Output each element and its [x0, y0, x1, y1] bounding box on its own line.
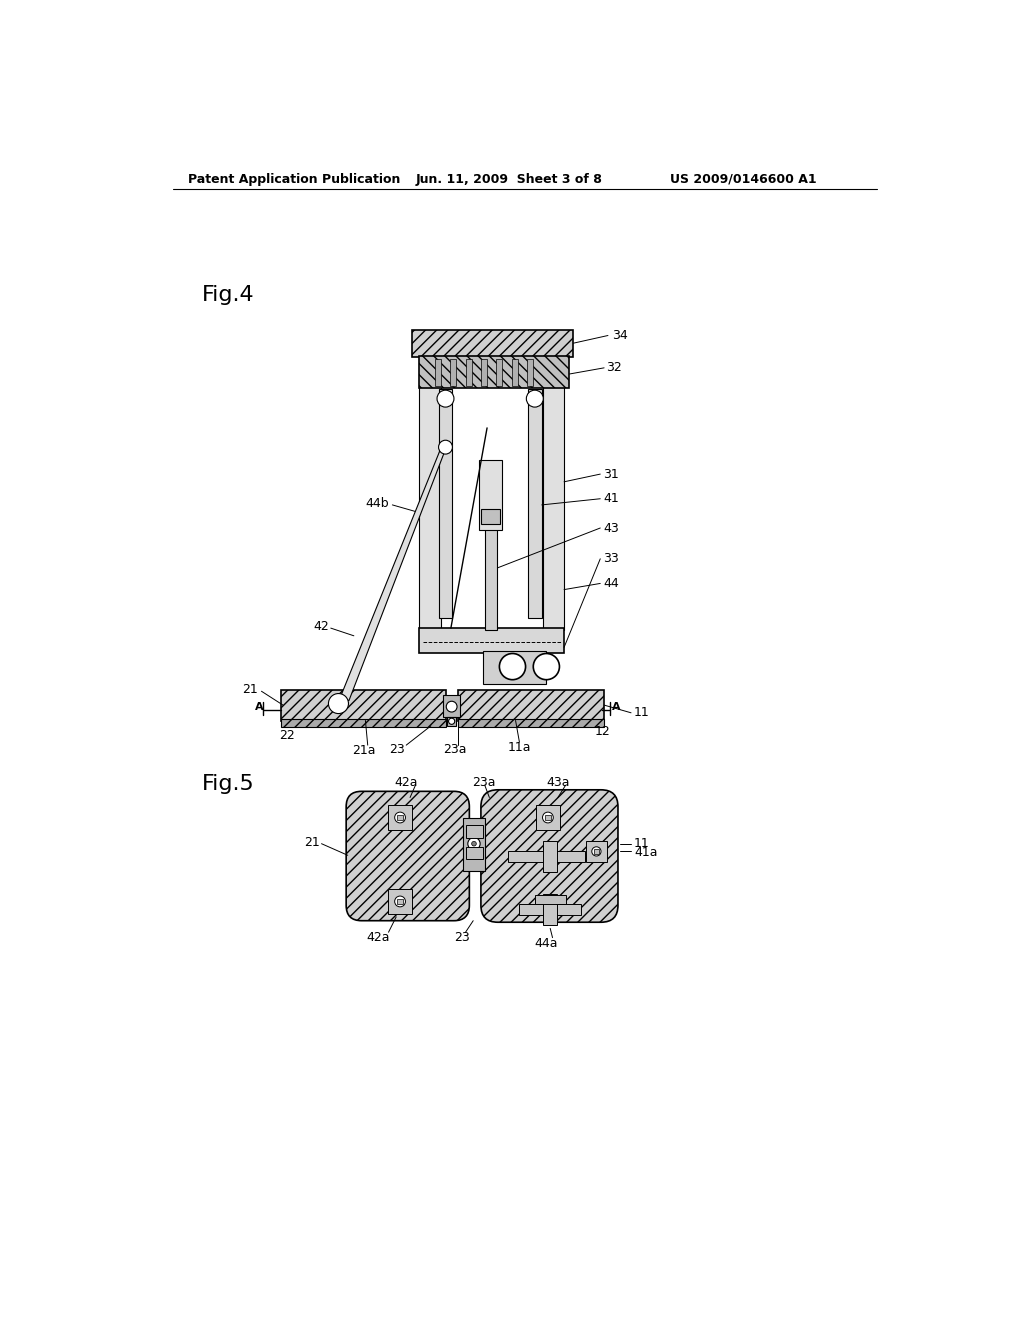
Text: Jun. 11, 2009  Sheet 3 of 8: Jun. 11, 2009 Sheet 3 of 8 [416, 173, 602, 186]
Text: A: A [255, 702, 263, 711]
Text: 32: 32 [606, 362, 623, 375]
Circle shape [437, 391, 454, 407]
Text: 23a: 23a [472, 776, 496, 788]
Bar [544, 894, 557, 924]
Bar [281, 689, 446, 721]
Text: 33: 33 [603, 552, 620, 565]
Text: 21: 21 [243, 684, 258, 696]
Bar [397, 814, 402, 820]
Text: 34: 34 [611, 329, 628, 342]
Bar [481, 508, 500, 524]
Text: A: A [611, 702, 621, 711]
Text: 12: 12 [595, 725, 610, 738]
Text: 22: 22 [280, 730, 295, 742]
Bar [545, 814, 551, 820]
Bar [447, 717, 457, 726]
Bar [478, 461, 502, 529]
Text: Fig.5: Fig.5 [202, 774, 255, 793]
Circle shape [446, 701, 457, 711]
Circle shape [449, 718, 455, 725]
Text: 21: 21 [304, 836, 319, 849]
Circle shape [534, 653, 559, 680]
Text: Patent Application Publication: Patent Application Publication [188, 173, 400, 186]
Circle shape [543, 812, 553, 822]
Text: 21a: 21a [352, 744, 376, 758]
Circle shape [472, 841, 476, 846]
Text: 44: 44 [603, 577, 620, 590]
Bar [544, 841, 557, 873]
Bar [463, 818, 484, 871]
Bar [419, 355, 569, 388]
Bar [594, 849, 599, 854]
Circle shape [468, 837, 480, 850]
Bar [419, 628, 564, 653]
Bar [397, 899, 402, 904]
Bar [466, 825, 483, 838]
Bar [388, 805, 413, 830]
Circle shape [500, 653, 525, 680]
Text: 42a: 42a [367, 931, 390, 944]
Bar [508, 851, 585, 862]
Circle shape [394, 896, 406, 907]
Bar [484, 521, 497, 630]
Text: 23a: 23a [443, 743, 467, 756]
Bar [519, 904, 581, 915]
Bar [466, 359, 472, 385]
Text: 23: 23 [454, 931, 470, 944]
Circle shape [592, 847, 601, 857]
Bar [528, 389, 542, 618]
Text: 31: 31 [603, 467, 620, 480]
Bar [281, 719, 446, 726]
Bar [543, 387, 564, 630]
Bar [419, 387, 441, 630]
Bar [435, 359, 441, 385]
FancyBboxPatch shape [346, 792, 469, 921]
Bar [512, 359, 518, 385]
FancyBboxPatch shape [481, 789, 617, 923]
Circle shape [329, 693, 348, 714]
Bar [481, 359, 487, 385]
Text: Fig.4: Fig.4 [202, 285, 255, 305]
Text: 11: 11 [634, 706, 649, 719]
Text: 41a: 41a [634, 846, 657, 859]
Text: US 2009/0146600 A1: US 2009/0146600 A1 [670, 173, 816, 186]
Bar [483, 651, 547, 684]
Text: 11: 11 [634, 837, 650, 850]
Text: 43: 43 [603, 521, 620, 535]
Text: 44a: 44a [535, 937, 558, 950]
Bar [466, 847, 483, 859]
Polygon shape [340, 444, 446, 701]
Bar [527, 359, 534, 385]
Text: 11a: 11a [508, 741, 531, 754]
Bar [388, 890, 413, 913]
Bar [536, 805, 560, 830]
Bar [458, 719, 604, 726]
Text: 43a: 43a [547, 776, 570, 788]
Circle shape [394, 812, 406, 822]
Text: 42: 42 [313, 620, 329, 634]
Bar [451, 359, 457, 385]
Text: 42a: 42a [394, 776, 418, 788]
Circle shape [526, 391, 544, 407]
Text: 41: 41 [603, 492, 620, 506]
Circle shape [438, 441, 453, 454]
Bar [535, 895, 565, 904]
Text: 44b: 44b [366, 496, 389, 510]
Bar [438, 389, 453, 618]
Text: 23: 23 [389, 743, 406, 756]
Bar [443, 696, 460, 717]
Bar [458, 689, 604, 721]
Bar [497, 359, 503, 385]
Bar [586, 841, 607, 862]
Bar [412, 330, 573, 358]
